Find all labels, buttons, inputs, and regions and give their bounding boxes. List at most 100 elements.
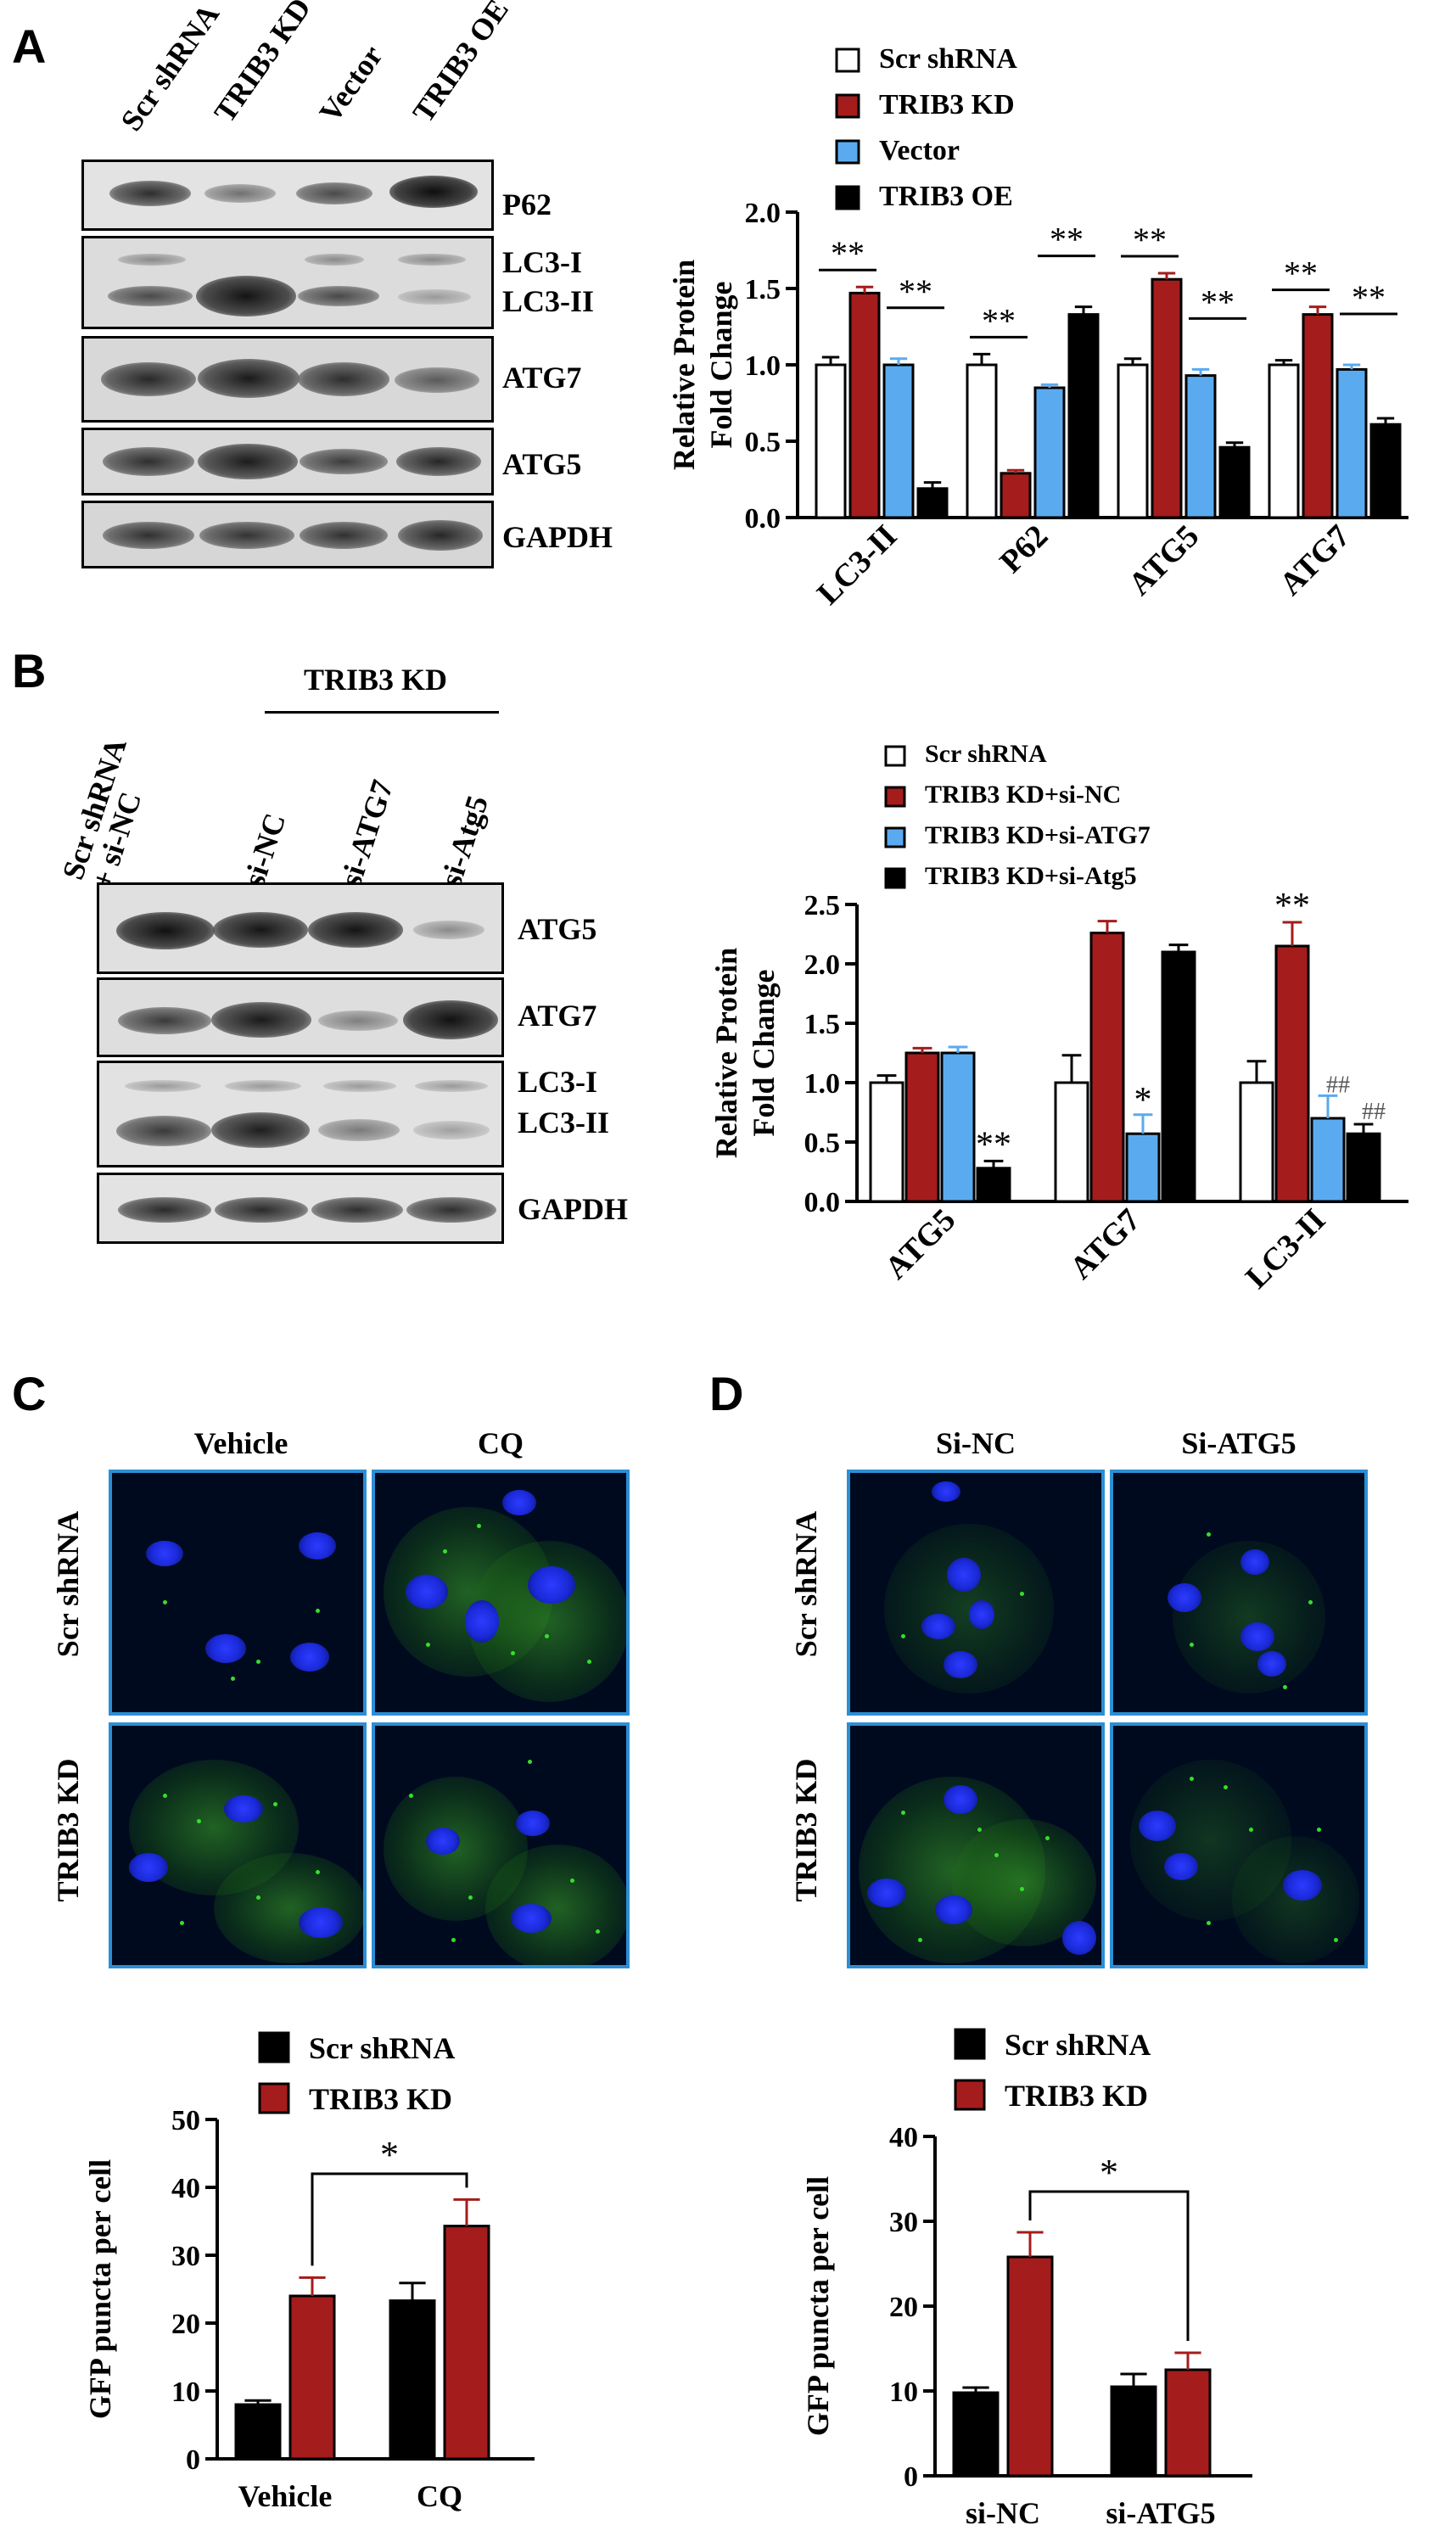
y-tick-label: 10 [171,2377,200,2408]
col-label-vehicle: Vehicle [193,1426,288,1460]
bar [1161,950,1196,1203]
blot-label-atg7: ATG7 [502,361,582,395]
y-tick-label: 1.5 [745,274,781,305]
y-tick-label: 0 [186,2444,200,2476]
significance-label: ** [1274,887,1310,926]
blot-label-lc3-i: LC3-I [502,245,583,279]
significance-bracket [311,2172,468,2266]
col-label-si-nc: Si-NC [935,1426,1016,1460]
micrograph-c-trib3-cq [372,1722,630,1968]
category-label: Vehicle [238,2479,333,2513]
bar [1336,367,1368,519]
bar [1369,423,1402,519]
row-label-c-trib3: TRIB3 KD [51,1758,85,1902]
bar [389,2299,436,2461]
panel-letter-c: C [12,1367,47,1420]
legend-swatch [258,2082,290,2114]
legend-label: Scr shRNA [879,43,1017,75]
legend-label: Vector [879,135,960,166]
blot-gapdh-b [97,1173,504,1244]
legend-label: TRIB3 KD [879,89,1015,120]
micrograph-d-trib3-sinc [847,1722,1105,1968]
bar [1310,1117,1346,1203]
bar [916,487,949,519]
micrograph-c-trib3-vehicle [109,1722,367,1968]
y-tick-label: 0.0 [804,1187,841,1218]
bar [1089,932,1125,1203]
category-label: ATG5 [878,1202,962,1286]
bar [234,2403,282,2461]
y-tick-label: 20 [889,2292,918,2323]
bar [1067,313,1100,519]
legend-swatch [835,93,860,119]
bar [1239,1081,1274,1203]
lane-label-scr-shrna: Scr shRNA [114,0,227,137]
blot-label-p62: P62 [502,188,552,221]
blot-label-lc3-ii: LC3-II [502,284,595,318]
y-tick-label: 40 [889,2122,918,2153]
lane-label-vector: Vector [312,39,389,129]
y-tick-label: 20 [171,2309,200,2340]
legend-swatch [884,745,906,767]
lane-label-b-si-nc: si-NC [237,809,293,891]
legend-swatch [258,2031,290,2063]
legend-swatch [835,48,860,73]
bar [1184,374,1217,519]
chart-b: 0.0 0.5 1.0 1.5 2.0 2.5 Relative Protein Fold C… [709,740,1408,1296]
significance-label: ** [831,234,865,272]
legend-swatch [884,867,906,889]
blot-label-b-lc3-ii: LC3-II [518,1106,610,1139]
bar [869,1081,904,1203]
group-label-trib3-kd: TRIB3 KD [304,663,448,697]
bar [940,1051,976,1203]
lane-label-trib3-oe: TRIB3 OE [406,0,515,129]
lane-label-b-si-atg5: si-Atg5 [434,791,496,891]
significance-label: ** [1133,221,1167,259]
y-axis-label: GFP puncta per cell [83,2159,117,2419]
bar [966,363,998,519]
panel-letter-d: D [709,1367,744,1420]
significance-label: ** [976,1125,1011,1164]
panel-letter-b: B [12,644,47,697]
y-axis-label: Relative Protein Fold Change [667,260,738,470]
micrograph-c-scr-vehicle [109,1470,367,1716]
y-tick-label: 0 [904,2461,918,2493]
significance-label: ** [1352,278,1386,316]
bar [952,2391,1000,2478]
legend-label: TRIB3 KD+si-Atg5 [925,862,1137,890]
blot-label-b-atg7: ATG7 [518,999,597,1033]
y-tick-label: 1.0 [745,350,781,382]
bar [1033,386,1066,519]
category-label: CQ [417,2479,462,2513]
legend-label: TRIB3 KD+si-ATG7 [925,821,1151,849]
bar [443,2225,490,2461]
y-tick-label: 2.0 [745,198,781,229]
category-label: ATG7 [1273,518,1357,602]
category-label: LC3-II [810,518,904,612]
bar [1346,1132,1381,1203]
blot-label-b-gapdh: GAPDH [518,1192,628,1226]
blot-label-atg5: ATG5 [502,447,582,481]
blot-atg7-b [97,977,504,1057]
blot-gapdh-a [81,501,494,568]
legend-label: Scr shRNA [1005,2028,1151,2062]
y-tick-label: 0.0 [745,503,781,535]
bar [1164,2368,1212,2478]
legend-label: TRIB3 KD [309,2082,452,2116]
lane-label-b-si-atg7: si-ATG7 [333,775,400,891]
category-label: P62 [993,518,1055,580]
legend-label: Scr shRNA [925,740,1047,768]
y-tick-label: 50 [171,2105,200,2136]
col-label-cq: CQ [478,1426,524,1460]
legend-label: Scr shRNA [309,2031,455,2065]
legend-label: TRIB3 KD [1005,2079,1148,2113]
legend-swatch [954,2079,986,2111]
y-tick-label: 30 [889,2207,918,2238]
legend-label: TRIB3 KD+si-NC [925,781,1121,809]
significance-label: * [1134,1081,1152,1120]
chart-c: 0 10 20 30 40 50 GFP puncta per cell Vehicle CQ S… [83,2031,535,2513]
y-tick-label: 10 [889,2377,918,2408]
significance-label: ** [899,272,932,311]
blot-label-gapdh: GAPDH [502,520,613,554]
category-label: si-ATG5 [1106,2496,1215,2530]
